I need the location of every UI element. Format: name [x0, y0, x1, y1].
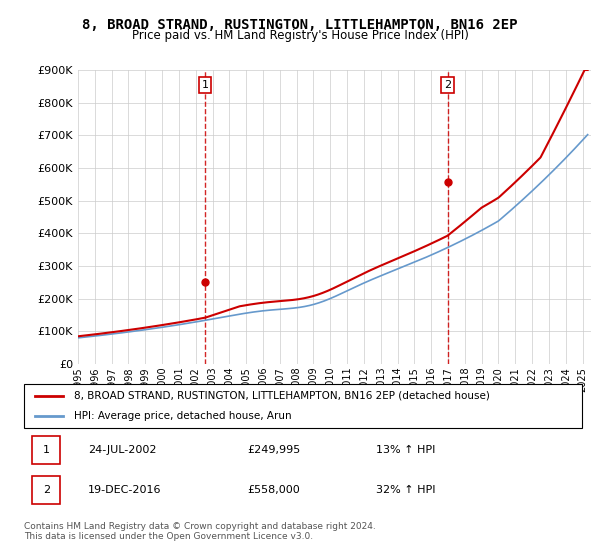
Text: 19-DEC-2016: 19-DEC-2016 — [88, 485, 161, 495]
FancyBboxPatch shape — [32, 477, 60, 504]
Text: 1: 1 — [43, 445, 50, 455]
Text: HPI: Average price, detached house, Arun: HPI: Average price, detached house, Arun — [74, 411, 292, 421]
Text: 2: 2 — [444, 80, 451, 90]
Text: £558,000: £558,000 — [247, 485, 300, 495]
Text: Contains HM Land Registry data © Crown copyright and database right 2024.
This d: Contains HM Land Registry data © Crown c… — [24, 522, 376, 542]
Text: 8, BROAD STRAND, RUSTINGTON, LITTLEHAMPTON, BN16 2EP: 8, BROAD STRAND, RUSTINGTON, LITTLEHAMPT… — [82, 18, 518, 32]
Text: 2: 2 — [43, 485, 50, 495]
Text: 8, BROAD STRAND, RUSTINGTON, LITTLEHAMPTON, BN16 2EP (detached house): 8, BROAD STRAND, RUSTINGTON, LITTLEHAMPT… — [74, 391, 490, 401]
Text: 32% ↑ HPI: 32% ↑ HPI — [376, 485, 435, 495]
Text: 13% ↑ HPI: 13% ↑ HPI — [376, 445, 435, 455]
Text: 24-JUL-2002: 24-JUL-2002 — [88, 445, 157, 455]
FancyBboxPatch shape — [24, 384, 582, 428]
Text: 1: 1 — [202, 80, 209, 90]
Text: Price paid vs. HM Land Registry's House Price Index (HPI): Price paid vs. HM Land Registry's House … — [131, 29, 469, 42]
Text: £249,995: £249,995 — [247, 445, 301, 455]
FancyBboxPatch shape — [32, 436, 60, 464]
